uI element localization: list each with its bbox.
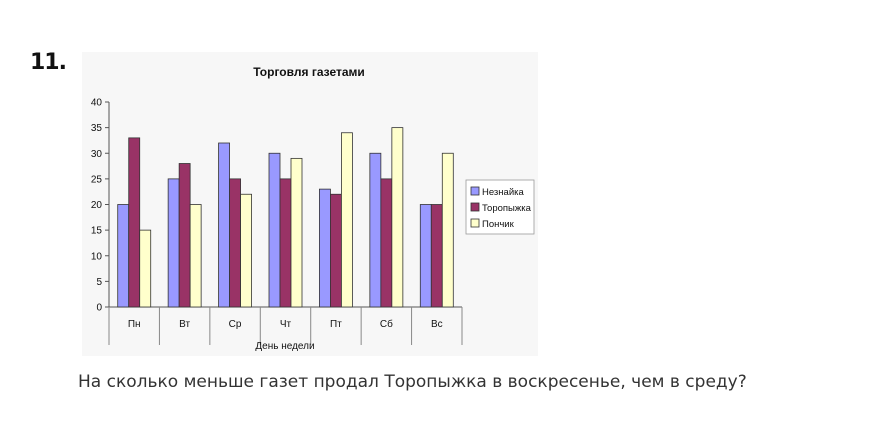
bar (268, 152, 281, 308)
bar (229, 178, 241, 308)
x-tick-label: Чт (280, 319, 292, 330)
bar (430, 204, 443, 308)
legend-swatch (470, 218, 480, 228)
bar (117, 204, 130, 308)
x-axis-title: День недели (255, 341, 314, 352)
bar (369, 152, 382, 308)
legend-swatch (470, 202, 480, 212)
x-tick-label: Пт (330, 319, 342, 330)
legend-label: Торопыжка (482, 203, 532, 214)
legend: Незнайка Торопыжка Пончик (465, 179, 535, 235)
bar (330, 193, 342, 308)
y-tick-label: 5 (96, 277, 102, 288)
problem-number: 11. (30, 50, 67, 75)
x-tick-label: Вс (431, 319, 443, 330)
y-tick-label: 0 (96, 303, 102, 314)
y-tick-label: 25 (91, 174, 103, 185)
bar (319, 188, 331, 308)
bar (419, 204, 432, 308)
bars (117, 127, 454, 308)
bar (178, 163, 191, 308)
x-tick-label: Сб (380, 318, 393, 330)
legend-label: Пончик (482, 219, 515, 230)
bar (380, 178, 393, 308)
bar (290, 157, 303, 308)
x-tick-label: Пн (128, 319, 141, 330)
legend-label: Незнайка (482, 187, 524, 198)
bar (341, 132, 353, 308)
bar (240, 193, 252, 308)
bar (391, 127, 404, 308)
bar (139, 229, 152, 308)
bar-chart: Торговля газетами 0 5 10 15 20 25 30 35 40 Пн Вт Ср… (91, 65, 535, 352)
legend-swatch (470, 186, 480, 196)
y-tick-label: 15 (91, 226, 103, 237)
question-text: На сколько меньше газет продал Торопыжка… (78, 372, 747, 392)
bar (218, 142, 230, 308)
x-tick-label: Вт (179, 319, 190, 330)
y-tick-label: 20 (91, 200, 103, 211)
bar (128, 137, 141, 308)
chart-title: Торговля газетами (253, 65, 365, 79)
bar (189, 204, 202, 308)
bar (441, 152, 454, 308)
y-tick-label: 40 (91, 98, 103, 109)
y-tick-label: 30 (91, 149, 103, 160)
x-tick-label: Ср (229, 319, 242, 330)
y-tick-label: 35 (91, 123, 103, 134)
tick-labels: 0 5 10 15 20 25 30 35 40 Пн Вт Ср Чт Пт Сб Вс (91, 98, 443, 331)
y-tick-label: 10 (91, 251, 103, 262)
bar (279, 178, 292, 308)
chart-panel: Торговля газетами 0 5 10 15 20 25 30 35 40 Пн Вт Ср… (82, 52, 538, 356)
bar (167, 178, 180, 308)
